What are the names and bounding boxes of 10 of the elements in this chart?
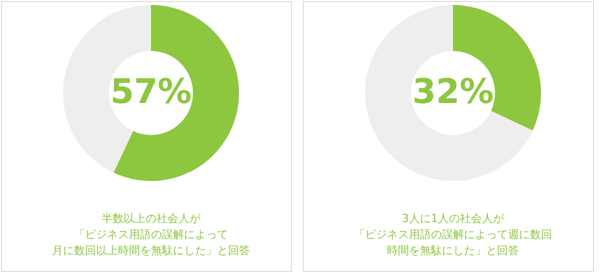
data-label: 57% — [110, 72, 192, 112]
text: 時間を無駄にした」と回答 — [387, 244, 519, 257]
donut-slice — [365, 5, 533, 181]
text: 「ビジネス用語の誤解によって — [74, 228, 228, 241]
donut-slice — [114, 5, 239, 181]
text: 半数以上の社会人が — [102, 212, 202, 225]
data-label: 32% — [412, 72, 494, 112]
text: 「ビジネス用語の誤解によって週に数回 — [354, 228, 552, 241]
text: 3人に1人の社会人が — [402, 212, 505, 225]
text: 月に数回以上時間を無駄にした」と回答 — [52, 244, 250, 257]
